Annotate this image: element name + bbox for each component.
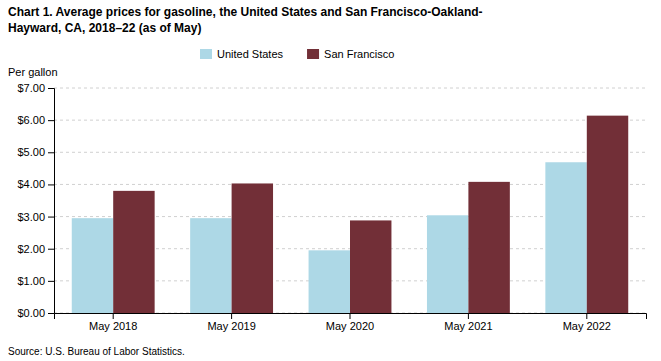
y-tick: $3.00 [17, 211, 54, 223]
x-tick: May 2021 [444, 313, 492, 332]
y-tick-label: $6.00 [17, 114, 45, 126]
x-tick-mark [231, 313, 232, 319]
bar [468, 182, 509, 313]
x-tick-label: May 2020 [326, 320, 374, 332]
y-tick-mark [48, 120, 54, 121]
x-tick: May 2019 [207, 313, 255, 332]
grid-line [54, 120, 646, 121]
y-tick: $6.00 [17, 114, 54, 126]
grid-line [54, 88, 646, 89]
x-axis-line [55, 314, 647, 320]
y-tick-mark [48, 313, 54, 314]
legend: United States San Francisco [200, 48, 394, 60]
y-axis-label: Per gallon [8, 66, 58, 78]
legend-label: United States [217, 48, 284, 60]
y-tick-label: $0.00 [17, 307, 45, 319]
bar [113, 191, 154, 313]
grid [54, 88, 646, 313]
y-tick: $0.00 [17, 307, 54, 319]
y-axis: $0.00 $1.00 $2.00 $3.00 $4.00 $5.00 $6.00 $7.00 [17, 82, 54, 319]
y-tick-label: $2.00 [17, 243, 45, 255]
y-tick-label: $7.00 [17, 82, 45, 94]
y-tick-mark [48, 152, 54, 153]
y-tick-label: $3.00 [17, 211, 45, 223]
bar [427, 215, 468, 313]
y-tick-mark [48, 217, 54, 218]
legend-item: San Francisco [307, 48, 394, 60]
y-tick-label: $5.00 [17, 146, 45, 158]
x-tick: May 2020 [326, 313, 374, 332]
bar [72, 218, 113, 313]
x-tick: May 2018 [89, 313, 137, 332]
x-tick-mark [586, 313, 587, 319]
bar-series [113, 116, 628, 313]
bar [587, 116, 628, 313]
legend-swatch [307, 49, 319, 59]
y-tick: $2.00 [17, 243, 54, 255]
y-tick-mark [48, 88, 54, 89]
y-axis-line [48, 89, 55, 314]
x-axis: May 2018 May 2019 May 2020 May 2021 May 2022 [55, 313, 647, 332]
title: Chart 1. Average prices for gasoline, th… [8, 5, 483, 19]
x-tick-label: May 2019 [207, 320, 255, 332]
x-tick: May 2022 [563, 313, 611, 332]
x-tick-label: May 2022 [563, 320, 611, 332]
subtitle: Hayward, CA, 2018–22 (as of May) [8, 21, 201, 35]
y-tick-label: $1.00 [17, 275, 45, 287]
source: Source: U.S. Bureau of Labor Statistics. [8, 346, 185, 357]
bar [350, 220, 391, 313]
y-tick-mark [48, 249, 54, 250]
y-tick: $5.00 [17, 146, 54, 158]
bar-series [72, 162, 587, 313]
x-tick-label: May 2018 [89, 320, 137, 332]
bar [545, 162, 586, 313]
bar [190, 218, 231, 313]
bar [309, 250, 350, 313]
x-tick-label: May 2021 [444, 320, 492, 332]
grid-line [54, 152, 646, 153]
legend-label: San Francisco [324, 48, 394, 60]
y-tick: $4.00 [17, 178, 54, 190]
bar [232, 183, 273, 313]
y-tick: $7.00 [17, 82, 54, 94]
chart-container: Chart 1. Average prices for gasoline, th… [0, 0, 661, 361]
x-tick-mark [350, 313, 351, 319]
y-tick-mark [48, 184, 54, 185]
x-tick-mark [113, 313, 114, 319]
legend-swatch [200, 49, 212, 59]
legend-item: United States [200, 48, 284, 60]
x-tick-mark [468, 313, 469, 319]
y-tick-mark [48, 281, 54, 282]
plot-area [72, 116, 628, 313]
y-tick: $1.00 [17, 275, 54, 287]
chart-svg: Chart 1. Average prices for gasoline, th… [0, 0, 661, 361]
y-tick-label: $4.00 [17, 178, 45, 190]
